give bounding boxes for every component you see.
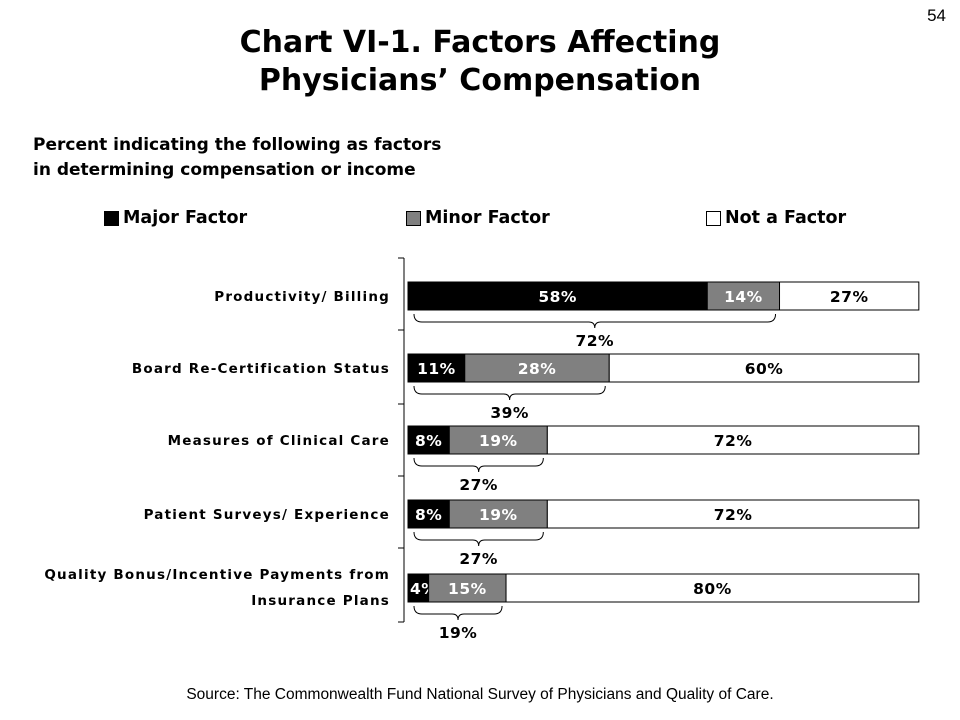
data-label-not: 27% [830, 288, 869, 306]
legend-swatch-minor [406, 210, 421, 226]
data-label-minor: 15% [448, 580, 487, 598]
bar-segment-major [407, 425, 450, 455]
total-bracket [413, 605, 503, 621]
chart-title: Chart VI-1. Factors Affecting Physicians… [90, 24, 870, 100]
total-bracket [413, 313, 777, 329]
total-bracket [413, 385, 606, 401]
bar-segment-major [407, 353, 466, 383]
bracket-total-label: 39% [490, 404, 529, 422]
legend-swatch-not [706, 210, 721, 226]
legend-item-major: Major Factor [104, 208, 247, 228]
bar-segment-not [546, 499, 920, 529]
data-label-not: 72% [714, 506, 753, 524]
category-label: Insurance Plans [251, 593, 390, 609]
bar-segment-minor [428, 573, 507, 603]
page-number: 54 [927, 6, 946, 25]
category-label: Quality Bonus/Incentive Payments from [44, 567, 390, 583]
chart-title-line-2: Physicians’ Compensation [258, 63, 702, 98]
chart-title-line-1: Chart VI-1. Factors Affecting [239, 25, 721, 60]
bar-segment-minor [448, 425, 548, 455]
chart-subtitle: Percent indicating the following as fact… [33, 133, 441, 183]
chart-subtitle-line-2: in determining compensation or income [33, 160, 416, 180]
legend-label-not: Not a Factor [725, 208, 847, 228]
chart-subtitle-line-1: Percent indicating the following as fact… [33, 135, 442, 155]
legend-item-not: Not a Factor [706, 208, 846, 228]
category-label: Productivity/ Billing [214, 289, 390, 305]
bar-segment-not [505, 573, 920, 603]
bracket-total-label: 72% [575, 332, 614, 350]
data-label-major: 8% [415, 432, 442, 450]
legend-swatch-major [104, 210, 119, 226]
bar-segment-minor [706, 281, 781, 311]
data-label-minor: 19% [479, 506, 518, 524]
bar-segment-not [608, 353, 920, 383]
data-label-minor: 28% [518, 360, 557, 378]
data-label-minor: 19% [479, 432, 518, 450]
bar-segment-major [407, 281, 708, 311]
data-label-not: 72% [714, 432, 753, 450]
category-label: Measures of Clinical Care [168, 433, 390, 449]
bracket-total-label: 27% [459, 476, 498, 494]
data-label-not: 80% [693, 580, 732, 598]
bar-segment-minor [448, 499, 548, 529]
data-label-not: 60% [745, 360, 784, 378]
bar-segment-not [779, 281, 920, 311]
total-bracket [413, 531, 544, 547]
category-label: Patient Surveys/ Experience [144, 507, 390, 523]
category-label: Board Re-Certification Status [132, 361, 390, 377]
data-label-major: 8% [415, 506, 442, 524]
data-label-major: 58% [538, 288, 577, 306]
data-label-minor: 14% [724, 288, 763, 306]
data-label-major: 11% [417, 360, 456, 378]
total-bracket [413, 457, 544, 473]
legend-item-minor: Minor Factor [406, 208, 550, 228]
bracket-total-label: 27% [459, 550, 498, 568]
bar-segment-minor [464, 353, 610, 383]
source-note: Source: The Commonwealth Fund National S… [186, 686, 774, 703]
legend-label-minor: Minor Factor [425, 208, 550, 228]
bracket-total-label: 19% [439, 624, 478, 642]
legend-label-major: Major Factor [123, 208, 248, 228]
bar-segment-not [546, 425, 920, 455]
